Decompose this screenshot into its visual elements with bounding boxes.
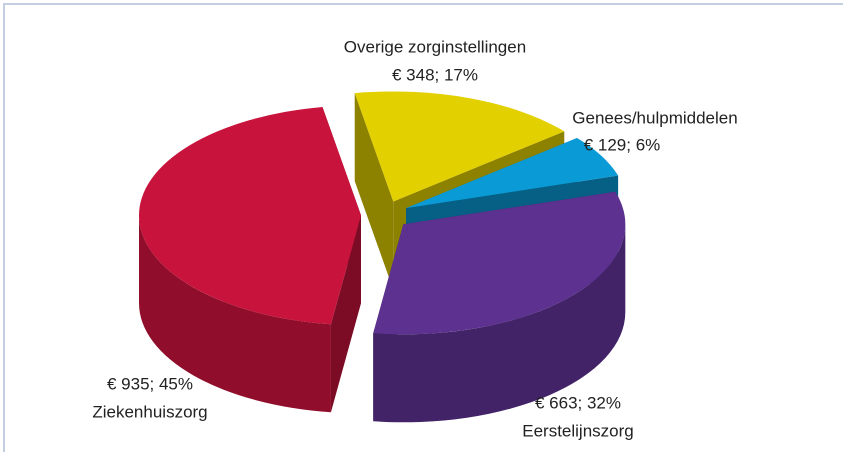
slice-value-label: € 935; 45% [107,374,193,393]
slice-name: Genees/hulpmiddelen [572,108,737,127]
slice [406,137,619,209]
pie [139,91,626,423]
slice-wall [373,224,626,423]
slice [139,106,362,325]
slice-value-label: € 348; 17% [392,65,478,84]
slice-wall [139,215,331,413]
slice-value-label: € 129; 6% [584,135,661,154]
slice-name: Ziekenhuiszorg [92,402,207,421]
slice-value-label: € 663; 32% [535,393,621,412]
slice [373,191,626,335]
slice-side [354,93,394,290]
slice-name: Overige zorginstellingen [344,37,526,56]
slice-name: Eerstelijnszorg [522,421,634,440]
frame [3,3,843,452]
slice [354,91,565,202]
